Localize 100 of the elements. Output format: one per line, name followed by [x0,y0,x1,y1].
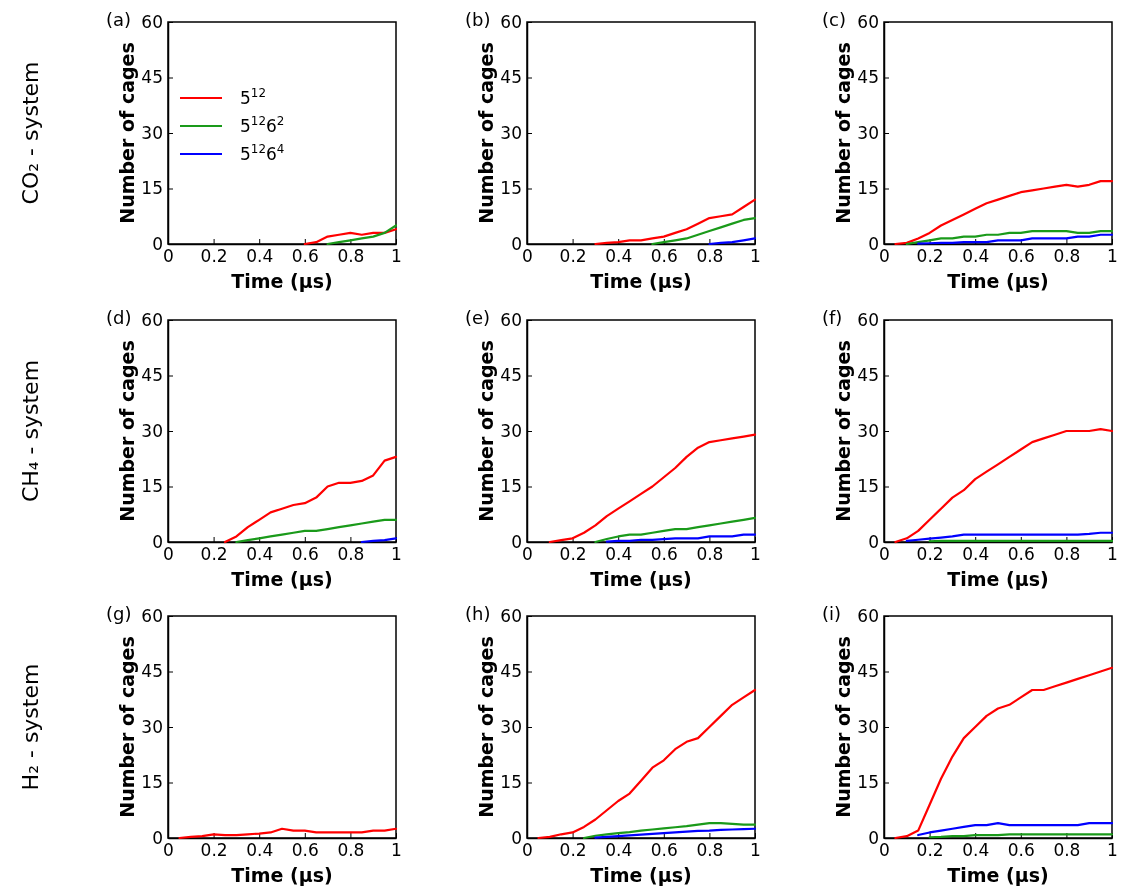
x-axis-title: Time (μs) [947,270,1049,292]
x-tick-label: 0.2 [916,246,944,267]
x-tick-label: 0.2 [200,840,228,861]
x-tick-label: 0.4 [962,840,990,861]
line-series [223,455,398,544]
x-tick-label: 0.4 [246,246,274,267]
y-tick-label: 0 [152,233,163,254]
x-tick-label: 0.6 [291,544,319,565]
x-tick-label: 0.8 [1053,840,1081,861]
chart-title: (a) [106,9,132,30]
y-tick-label: 0 [868,827,879,848]
line-series [894,428,1114,544]
y-tick-label: 30 [141,420,163,441]
line-series [537,688,757,840]
y-tick-label: 60 [141,309,163,330]
y-axis-title: Number of cages [475,42,497,224]
y-tick-label: 0 [868,531,879,552]
y-tick-label: 0 [511,233,522,254]
line-series [894,666,1114,840]
line-series [905,531,1114,542]
x-tick-label: 0.8 [337,544,365,565]
x-tick-label: 0.2 [559,544,587,565]
y-tick-label: 45 [500,365,522,386]
x-tick-label: 0.4 [962,544,990,565]
y-axis-title: Number of cages [475,636,497,818]
x-tick-label: 1 [391,544,402,565]
x-axis-title: Time (μs) [947,864,1049,886]
chart-title: (h) [465,603,491,624]
y-tick-label: 60 [857,11,879,32]
x-tick-label: 0.8 [1053,246,1081,267]
y-tick-label: 45 [141,365,163,386]
y-tick-label: 45 [500,67,522,88]
y-tick-label: 60 [500,11,522,32]
y-axis-title: Number of cages [832,340,854,522]
x-tick-label: 1 [750,544,761,565]
y-tick-label: 60 [500,309,522,330]
x-axis-title: Time (μs) [231,270,333,292]
y-tick-label: 30 [141,716,163,737]
x-axis-title: Time (μs) [590,270,692,292]
x-tick-label: 0.2 [200,544,228,565]
y-tick-label: 15 [141,476,163,497]
y-tick-label: 45 [141,661,163,682]
y-tick-label: 15 [141,178,163,199]
y-tick-label: 60 [141,605,163,626]
x-tick-label: 1 [1107,544,1118,565]
y-tick-label: 45 [857,365,879,386]
line-series [594,198,757,246]
y-tick-label: 0 [511,531,522,552]
x-tick-label: 0.4 [605,544,633,565]
x-tick-label: 0.2 [916,840,944,861]
x-tick-label: 0.8 [1053,544,1081,565]
text: CH₄ - system [18,359,43,503]
legend-label: 5$^{12}$6$^{2}$ [240,114,285,136]
y-tick-label: 15 [857,772,879,793]
line-series [582,822,757,840]
y-tick-label: 0 [152,827,163,848]
x-tick-label: 0.8 [337,840,365,861]
line-series [917,233,1114,245]
y-axis-title: Number of cages [475,340,497,522]
x-tick-label: 0.6 [291,840,319,861]
line-series [594,827,757,839]
chart-title: (c) [822,9,846,30]
y-tick-label: 45 [857,661,879,682]
x-tick-label: 0.8 [696,544,724,565]
line-series [917,822,1114,837]
x-tick-label: 0.8 [696,840,724,861]
x-tick-label: 0.8 [337,246,365,267]
y-axis-title: Number of cages [116,42,138,224]
y-tick-label: 45 [500,661,522,682]
x-tick-label: 0.4 [605,840,633,861]
y-tick-label: 60 [141,11,163,32]
x-tick-label: 1 [391,246,402,267]
y-tick-label: 30 [857,122,879,143]
y-tick-label: 30 [857,716,879,737]
y-tick-label: 15 [857,476,879,497]
line-series [605,533,757,543]
x-tick-label: 0.6 [650,246,678,267]
x-axis-title: Time (μs) [231,864,333,886]
chart-title: (f) [822,307,843,328]
x-tick-label: 1 [750,246,761,267]
x-tick-label: 1 [391,840,402,861]
chart-title: (e) [465,307,491,328]
line-series [548,433,757,544]
chart-title: (b) [465,9,491,30]
x-tick-label: 0.4 [605,246,633,267]
y-tick-label: 15 [857,178,879,199]
y-axis-title: Number of cages [116,636,138,818]
y-tick-label: 30 [141,122,163,143]
y-tick-label: 60 [500,605,522,626]
legend-label: 5$^{12}$6$^{4}$ [240,142,285,164]
text: CO₂ - system [18,61,43,205]
line-series [894,180,1114,246]
y-tick-label: 0 [511,827,522,848]
y-tick-label: 15 [500,772,522,793]
x-tick-label: 0.4 [962,246,990,267]
text: H₂ - system [18,663,43,791]
line-series [326,224,398,246]
x-tick-label: 0.6 [1007,544,1035,565]
x-tick-label: 0.8 [696,246,724,267]
line-series [235,518,398,544]
